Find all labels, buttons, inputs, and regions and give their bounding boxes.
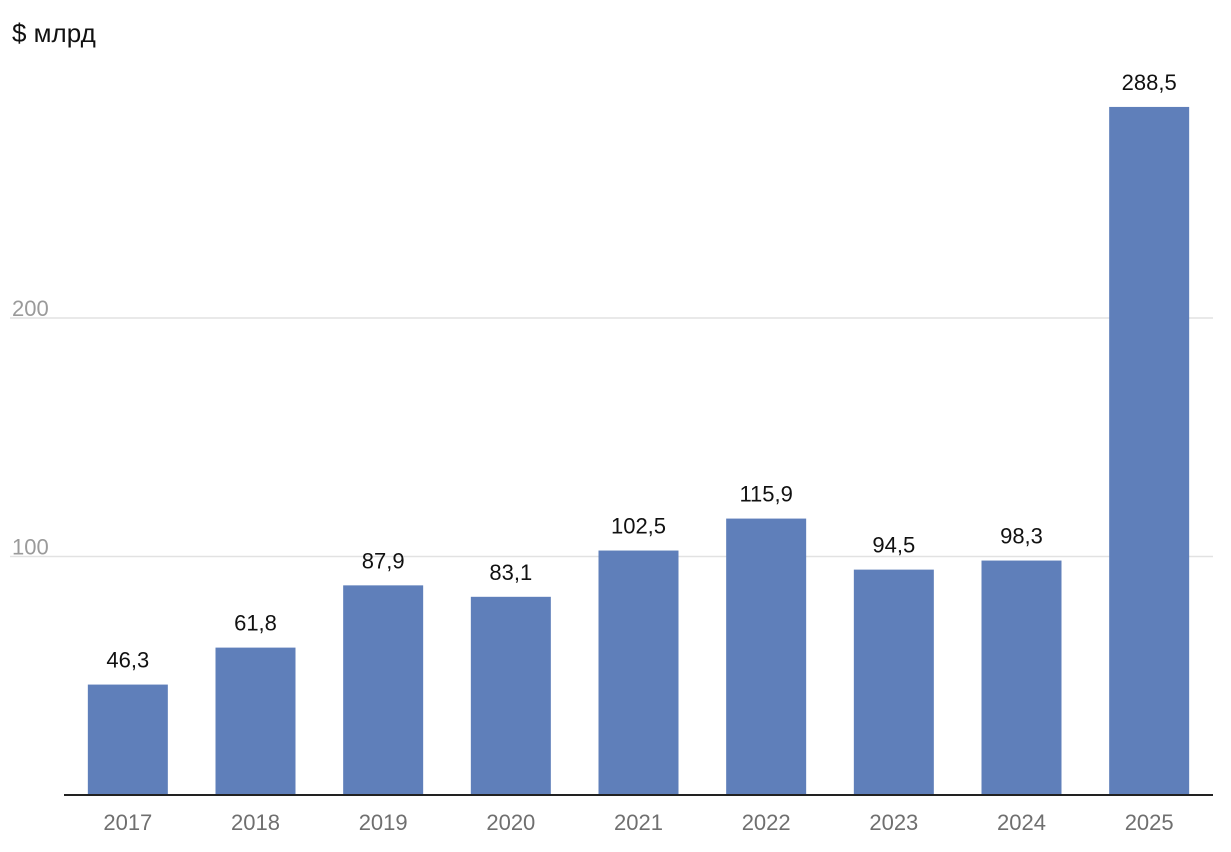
data-label-2022: 115,9 [739, 482, 792, 507]
bar-2022 [726, 518, 807, 795]
bar-2023 [853, 569, 934, 795]
x-axis-ticks: 2017 2018 2019 2020 2021 2022 2023 2024 2025 [103, 810, 1173, 835]
data-labels: 46,3 61,8 87,9 83,1 102,5 115,9 94,5 98,3 288,5 [106, 70, 1176, 673]
x-tick-2022: 2022 [742, 810, 791, 835]
bar-2021 [598, 550, 679, 795]
bar-2017 [87, 684, 168, 795]
data-label-2025: 288,5 [1122, 70, 1177, 95]
data-label-2024: 98,3 [1000, 524, 1043, 549]
bar-2025 [1109, 106, 1190, 796]
x-tick-2025: 2025 [1125, 810, 1174, 835]
x-tick-2020: 2020 [486, 810, 535, 835]
x-tick-2021: 2021 [614, 810, 663, 835]
data-label-2020: 83,1 [489, 560, 532, 585]
data-label-2023: 94,5 [872, 533, 915, 558]
bar-2019 [343, 585, 424, 795]
bars [87, 106, 1190, 796]
unit-label: $ млрд [12, 18, 96, 48]
bar-2020 [470, 596, 551, 795]
bar-2018 [215, 647, 296, 795]
y-tick-label: 100 [12, 535, 49, 560]
data-label-2017: 46,3 [106, 648, 149, 673]
y-axis-ticks: 100 200 [12, 296, 49, 560]
data-label-2019: 87,9 [362, 548, 405, 573]
x-tick-2024: 2024 [997, 810, 1046, 835]
y-tick-label: 200 [12, 296, 49, 321]
x-tick-2018: 2018 [231, 810, 280, 835]
x-tick-2023: 2023 [869, 810, 918, 835]
x-tick-2017: 2017 [103, 810, 152, 835]
data-label-2018: 61,8 [234, 611, 277, 636]
x-tick-2019: 2019 [359, 810, 408, 835]
data-label-2021: 102,5 [611, 514, 666, 539]
bar-2024 [981, 560, 1062, 795]
